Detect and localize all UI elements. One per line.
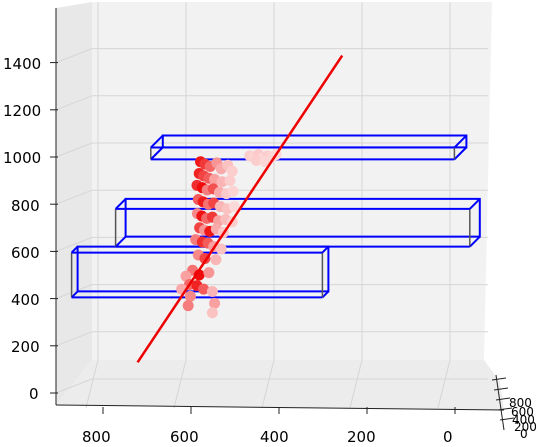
depth-tick-mark xyxy=(493,387,509,391)
grid-line-floor xyxy=(173,359,187,409)
grid-line-side xyxy=(55,331,93,347)
box-edge xyxy=(114,198,127,210)
x-tick-label: 400 xyxy=(260,428,289,446)
z-tick-label: 200 xyxy=(11,338,40,356)
data-point xyxy=(203,267,215,279)
grid xyxy=(50,2,488,414)
grid-line-side xyxy=(55,284,93,300)
x-tick-label: 200 xyxy=(347,428,376,446)
x-axis-line xyxy=(55,404,505,411)
z-tick-label: 400 xyxy=(11,291,40,309)
z-tick-labels: 0 200 400 600 800 1000 1200 1400 xyxy=(3,55,41,403)
box-edge xyxy=(469,235,481,248)
grid-line-floor xyxy=(437,359,451,409)
grid-line-side xyxy=(55,95,93,111)
data-point xyxy=(215,243,227,255)
data-point xyxy=(184,290,196,302)
box-edge xyxy=(469,198,481,210)
depth-tick-marks xyxy=(491,377,515,421)
depth-tick-labels: 800 600 400 200 0 xyxy=(509,396,537,441)
depth-axis-line xyxy=(495,374,505,431)
left-pane xyxy=(56,2,92,405)
grid-line-side xyxy=(55,142,93,158)
data-point xyxy=(210,254,222,266)
data-point xyxy=(259,156,271,168)
z-tick-label: 0 xyxy=(29,385,39,403)
z-tick-label: 600 xyxy=(11,244,40,262)
z-tick-label: 800 xyxy=(11,197,40,215)
back-pane xyxy=(92,2,492,360)
data-point xyxy=(198,283,210,295)
data-point xyxy=(182,300,194,312)
grid-line-side xyxy=(55,189,93,205)
x-tick-labels: 800 600 400 200 0 xyxy=(82,428,453,446)
data-point xyxy=(209,297,221,309)
depth-tick-label: 0 xyxy=(520,427,528,441)
data-point xyxy=(227,185,239,197)
trend-line xyxy=(136,54,344,364)
grid-line-side xyxy=(55,378,93,394)
grid-line-floor xyxy=(85,359,99,409)
x-tick-label: 0 xyxy=(443,428,453,446)
depth-tick-label: 800 xyxy=(509,396,532,410)
axis-panes xyxy=(56,2,504,410)
data-point xyxy=(250,155,262,167)
box-edge xyxy=(453,146,468,161)
grid-line-floor xyxy=(261,359,275,409)
data-point xyxy=(206,286,218,298)
z-tick-label: 1000 xyxy=(3,149,41,167)
depth-tick-label: 200 xyxy=(514,420,537,434)
depth-tick-label: 400 xyxy=(512,413,535,427)
trend-line-layer xyxy=(136,54,344,364)
data-point xyxy=(226,165,238,177)
bounding-box xyxy=(114,197,481,248)
depth-tick-mark xyxy=(495,397,511,401)
z-tick-label: 1200 xyxy=(3,102,41,120)
grid-line-side xyxy=(55,48,93,64)
grid-line-side xyxy=(55,236,93,252)
depth-tick-mark xyxy=(497,407,513,411)
scatter-points xyxy=(176,149,282,319)
grid-line-floor xyxy=(349,359,363,409)
depth-tick-mark xyxy=(491,377,507,381)
axes xyxy=(55,8,505,431)
data-point xyxy=(224,175,236,187)
box-edge xyxy=(453,134,468,149)
data-point xyxy=(180,270,192,282)
box-edge xyxy=(114,235,127,248)
data-point xyxy=(228,201,240,213)
data-point xyxy=(206,307,218,319)
floor-pane xyxy=(56,360,504,410)
box-edge xyxy=(321,290,330,299)
x-tick-label: 600 xyxy=(170,428,199,446)
depth-tick-label: 600 xyxy=(511,405,534,419)
box-edge xyxy=(150,134,164,149)
box-edge xyxy=(150,146,164,161)
x-tick-label: 800 xyxy=(82,428,111,446)
z-tick-label: 1400 xyxy=(3,55,41,73)
depth-tick-mark xyxy=(499,417,515,421)
